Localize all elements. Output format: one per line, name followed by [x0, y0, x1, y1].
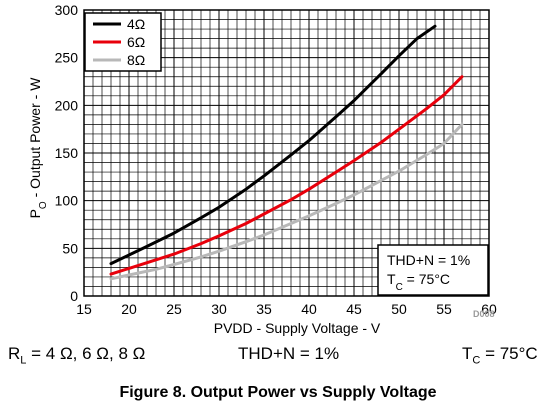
legend-label-2: 6Ω — [127, 34, 145, 50]
figure-caption: Figure 8. Output Power vs Supply Voltage — [119, 384, 437, 401]
x-tick-label: 25 — [166, 301, 182, 317]
y-tick-label: 150 — [55, 145, 79, 161]
x-tick-label: 40 — [301, 301, 317, 317]
series-lines — [109, 24, 464, 281]
output-power-chart: 15 20 25 30 35 40 45 50 55 60 050100150200250300 … — [27, 2, 497, 336]
conditions-note: THD+N = 1% TC = 75°C — [377, 244, 489, 296]
x-tick-label: 50 — [391, 301, 407, 317]
plot-frame — [83, 9, 490, 297]
y-axis-ticks: 0 50 100 150 200 250 300 — [55, 2, 79, 304]
y-axis-label: PO - Output Power - W — [27, 77, 49, 219]
legend-label-1: 4Ω — [127, 16, 145, 32]
series-line-1 — [109, 24, 437, 266]
legend-label-3: 8Ω — [127, 52, 145, 68]
x-tick-label: 35 — [256, 301, 272, 317]
y-tick-label: 100 — [55, 193, 79, 209]
note-thd: THD+N = 1% — [387, 252, 470, 268]
x-tick-label: 30 — [211, 301, 227, 317]
x-tick-label: 15 — [76, 301, 92, 317]
x-tick-label: 60 — [481, 301, 497, 317]
note-tc: TC = 75°C — [387, 271, 450, 293]
y-tick-label: 200 — [55, 97, 79, 113]
y-tick-label: 300 — [55, 2, 79, 18]
conditions-note-box — [377, 244, 489, 296]
load-resistance-label: RL = 4 Ω, 6 Ω, 8 Ω — [8, 344, 146, 367]
x-tick-label: 20 — [121, 301, 137, 317]
x-axis-label: PVDD - Supply Voltage - V — [214, 320, 381, 336]
y-tick-label: 0 — [70, 288, 78, 304]
temperature-condition-label: TC = 75°C — [462, 344, 538, 367]
y-tick-label: 250 — [55, 50, 79, 66]
x-tick-label: 45 — [346, 301, 362, 317]
legend: 4Ω 6Ω 8Ω — [84, 12, 162, 72]
y-tick-label: 50 — [62, 240, 78, 256]
x-tick-label: 55 — [436, 301, 452, 317]
thd-condition-label: THD+N = 1% — [238, 344, 340, 363]
x-axis-ticks: 15 20 25 30 35 40 45 50 55 60 — [76, 301, 497, 317]
series-line-2 — [109, 75, 464, 276]
figure-code: D008 — [473, 309, 495, 319]
series-line-3 — [109, 122, 464, 281]
